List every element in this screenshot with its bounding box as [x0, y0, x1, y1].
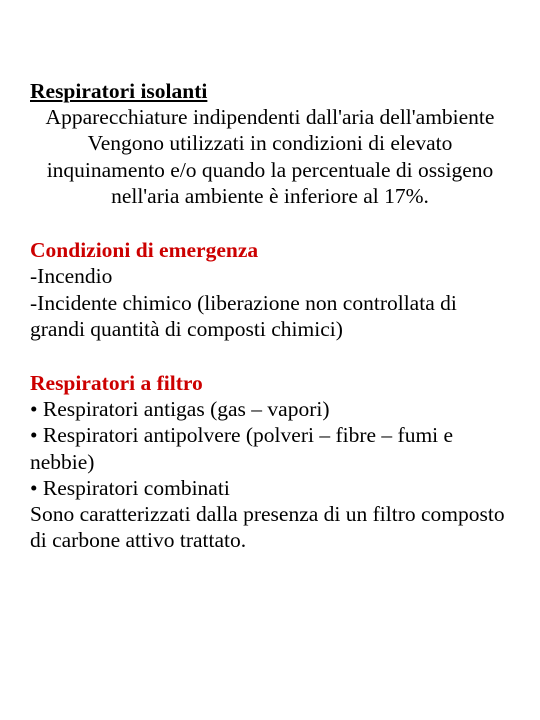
- section-condizioni-emergenza: Condizioni di emergenza -Incendio -Incid…: [30, 237, 510, 342]
- body-utilizzo: Vengono utilizzati in condizioni di elev…: [30, 130, 510, 209]
- body-caratteristiche: Sono caratterizzati dalla presenza di un…: [30, 501, 510, 553]
- list-item-incidente-chimico: -Incidente chimico (liberazione non cont…: [30, 290, 510, 342]
- document-page: Respiratori isolanti Apparecchiature ind…: [0, 0, 540, 612]
- section-respiratori-isolanti: Respiratori isolanti Apparecchiature ind…: [30, 78, 510, 209]
- list-item-incendio: -Incendio: [30, 263, 510, 289]
- heading-condizioni-emergenza: Condizioni di emergenza: [30, 237, 510, 263]
- list-item-antigas: • Respiratori antigas (gas – vapori): [30, 396, 510, 422]
- heading-respiratori-filtro: Respiratori a filtro: [30, 370, 510, 396]
- list-item-antipolvere: • Respiratori antipolvere (polveri – fib…: [30, 422, 510, 474]
- list-item-combinati: • Respiratori combinati: [30, 475, 510, 501]
- heading-respiratori-isolanti: Respiratori isolanti: [30, 78, 510, 104]
- section-respiratori-filtro: Respiratori a filtro • Respiratori antig…: [30, 370, 510, 554]
- subtitle-apparecchiature: Apparecchiature indipendenti dall'aria d…: [30, 104, 510, 130]
